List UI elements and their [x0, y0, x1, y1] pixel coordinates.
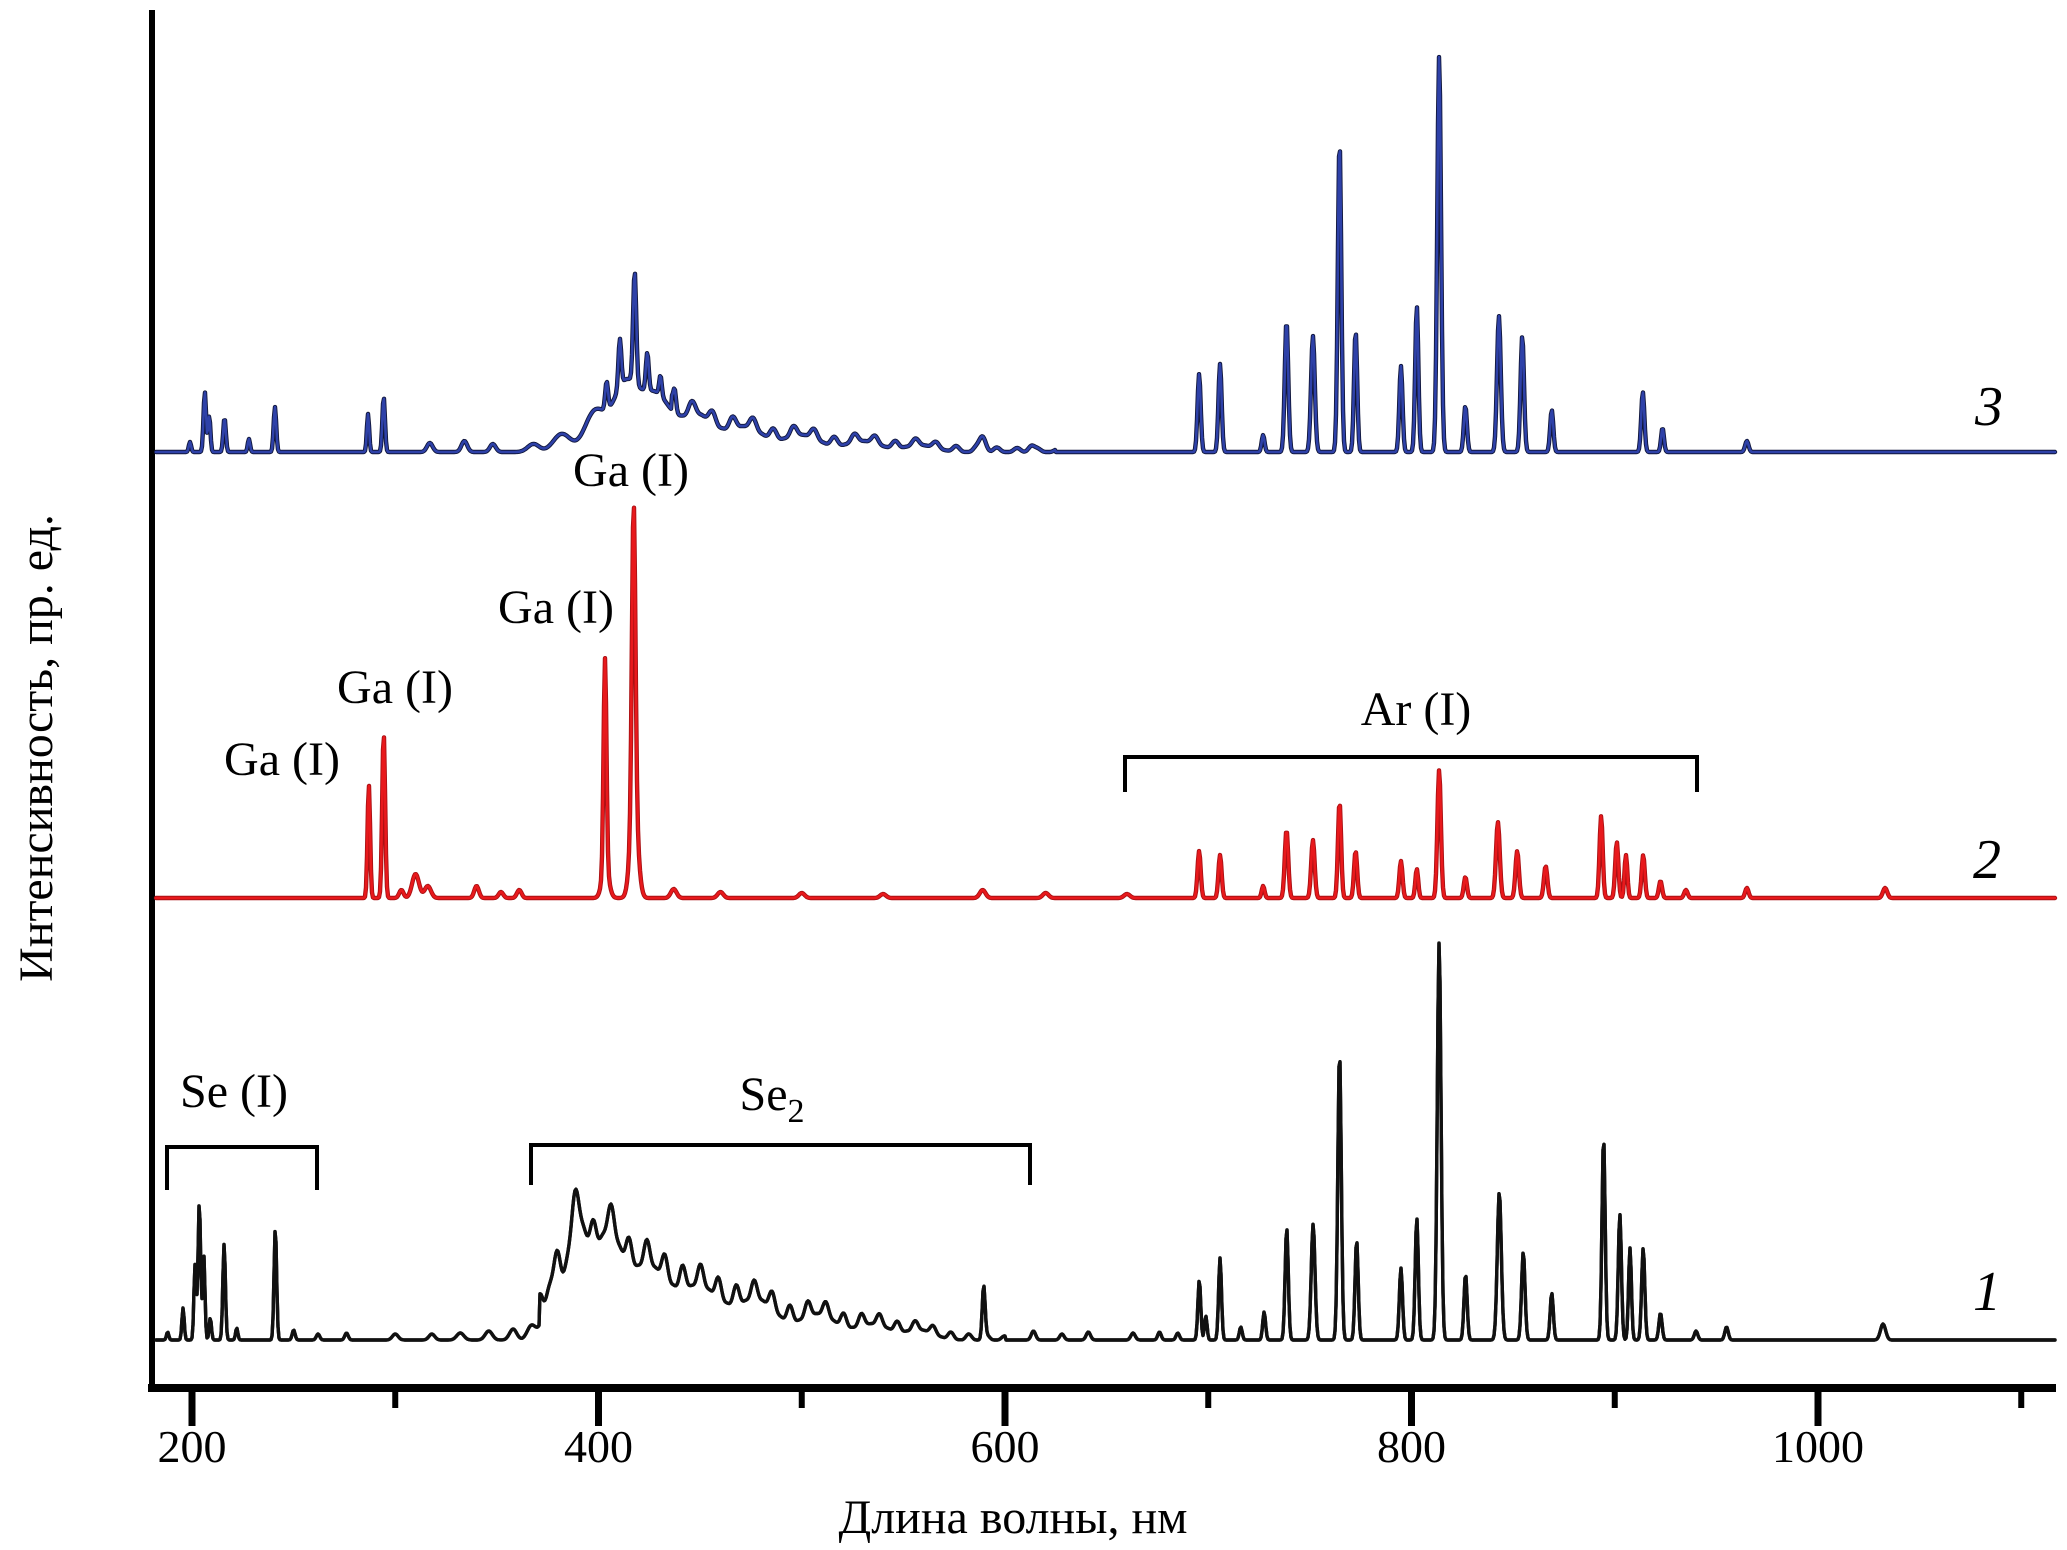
ga-label-2: Ga (I) — [337, 661, 453, 714]
ar-label: Ar (I) — [1361, 683, 1472, 736]
spectrum-3-curve — [154, 55, 2057, 454]
x-axis-ticks — [188, 1388, 2025, 1426]
tick-label-400: 400 — [564, 1421, 633, 1472]
se2-label-subscript: 2 — [788, 1093, 805, 1130]
annotation-brackets — [165, 755, 1699, 1190]
se2-bracket — [529, 1143, 1032, 1185]
se-bracket — [165, 1145, 319, 1190]
ga-label-2-text: Ga (I) — [337, 661, 453, 714]
tick-label-200: 200 — [158, 1421, 227, 1472]
ga-label-1-text: Ga (I) — [224, 733, 340, 786]
tick-label-1000: 1000 — [1772, 1421, 1864, 1472]
curve-number-labels: 1 2 3 — [1973, 376, 2003, 1323]
ga-label-4: Ga (I) — [573, 444, 689, 497]
spectrum-2-curve — [154, 506, 2057, 900]
curve-label-2: 2 — [1973, 829, 2001, 891]
x-axis-title: Длина волны, нм — [838, 1491, 1187, 1544]
spectrum-1-curve — [154, 941, 2057, 1342]
curve-label-1: 1 — [1973, 1261, 2001, 1323]
spectrum-1-outline — [154, 941, 2057, 1342]
ar-bracket — [1123, 755, 1699, 792]
se-label: Se (I) — [180, 1065, 288, 1118]
axes — [148, 10, 2056, 1392]
se-label-text: Se (I) — [180, 1065, 288, 1118]
annotation-labels: Ga (I) Ga (I) Ga (I) Ga (I) Ar (I) Se (I) Se2 — [180, 444, 1471, 1130]
spectrum-3-outline — [153, 54, 2058, 455]
y-axis-title: Интенсивность, пр. ед. — [10, 514, 63, 982]
ga-label-1: Ga (I) — [224, 733, 340, 786]
se2-label: Se2 — [740, 1068, 805, 1130]
ga-label-3-text: Ga (I) — [498, 581, 614, 634]
ga-label-3: Ga (I) — [498, 581, 614, 634]
ga-label-4-text: Ga (I) — [573, 444, 689, 497]
tick-label-600: 600 — [971, 1421, 1040, 1472]
x-axis-tick-labels: 200 400 600 800 1000 — [158, 1421, 1865, 1472]
curve-label-3: 3 — [1974, 376, 2003, 438]
spectra-curves — [153, 54, 2058, 1342]
tick-label-800: 800 — [1377, 1421, 1446, 1472]
ar-label-text: Ar (I) — [1361, 683, 1472, 736]
se2-label-text: Se — [740, 1068, 788, 1121]
